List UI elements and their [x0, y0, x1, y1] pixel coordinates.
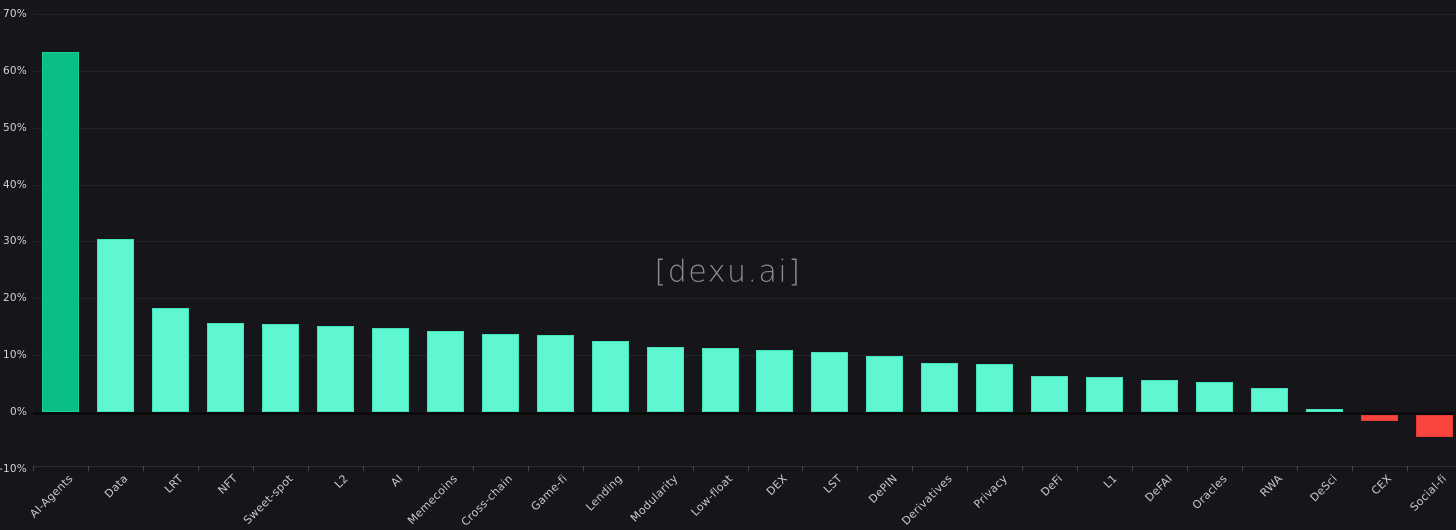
- x-axis-category-label: Privacy: [971, 472, 1011, 511]
- x-axis-tick: [967, 466, 968, 471]
- y-axis-tick-label: 50%: [3, 122, 27, 134]
- x-axis-tick: [802, 466, 803, 471]
- bar-defai[interactable]: [1141, 380, 1178, 412]
- x-axis-tick: [583, 466, 584, 471]
- x-axis-tick: [693, 466, 694, 471]
- x-axis-category-label: CEX: [1369, 472, 1395, 498]
- y-axis-tick-label: 30%: [3, 235, 27, 247]
- bar-lst[interactable]: [811, 352, 848, 412]
- x-axis-tick: [857, 466, 858, 471]
- bar-low-float[interactable]: [702, 348, 739, 412]
- x-axis-category-label: Lending: [583, 472, 626, 514]
- gridline: [33, 14, 1456, 15]
- x-axis-category-label: Low-float: [688, 472, 736, 519]
- bar-ai[interactable]: [372, 328, 409, 412]
- x-axis-tick: [363, 466, 364, 471]
- watermark: [dexu.ai]: [654, 254, 802, 290]
- bar-depin[interactable]: [866, 356, 903, 412]
- x-axis-tick: [1187, 466, 1188, 471]
- y-axis-tick-label: 10%: [3, 349, 27, 361]
- x-axis-tick: [638, 466, 639, 471]
- x-axis-tick: [308, 466, 309, 471]
- x-axis-category-label: DeFAI: [1142, 472, 1175, 505]
- x-axis-category-label: AI: [388, 472, 406, 490]
- x-axis-category-label: L1: [1101, 472, 1120, 491]
- x-axis-category-label: Cross-chain: [458, 472, 516, 529]
- x-axis-category-label: Sweet-spot: [240, 472, 296, 527]
- bar-cross-chain[interactable]: [482, 334, 519, 412]
- zero-line: [33, 412, 1456, 415]
- x-axis-category-label: Memecoins: [405, 472, 461, 528]
- bar-defi[interactable]: [1031, 376, 1068, 412]
- x-axis-tick: [1407, 466, 1408, 471]
- y-axis-tick-label: 40%: [3, 179, 27, 191]
- x-axis-tick: [143, 466, 144, 471]
- x-axis-category-label: RWA: [1257, 472, 1285, 500]
- x-axis-tick: [1132, 466, 1133, 471]
- bar-social-fi[interactable]: [1416, 415, 1453, 437]
- x-axis-category-label: DePIN: [866, 472, 901, 506]
- bar-l2[interactable]: [317, 326, 354, 412]
- bar-oracles[interactable]: [1196, 382, 1233, 412]
- y-axis-tick-label: 20%: [3, 292, 27, 304]
- bar-lending[interactable]: [592, 341, 629, 412]
- x-axis-category-label: DeSci: [1307, 472, 1340, 505]
- gridline: [33, 185, 1456, 186]
- gridline: [33, 241, 1456, 242]
- x-axis-category-label: Data: [102, 472, 131, 501]
- bar-cex[interactable]: [1361, 415, 1398, 421]
- bar-desci[interactable]: [1306, 409, 1343, 412]
- bar-game-fi[interactable]: [537, 335, 574, 412]
- gridline: [33, 71, 1456, 72]
- x-axis-tick: [253, 466, 254, 471]
- x-axis-category-label: DeFi: [1038, 472, 1065, 499]
- bar-rwa[interactable]: [1251, 388, 1288, 412]
- x-axis-category-label: NFT: [215, 472, 241, 497]
- bar-memecoins[interactable]: [427, 331, 464, 412]
- x-axis-category-label: LRT: [161, 472, 186, 496]
- bar-dex[interactable]: [756, 350, 793, 412]
- bar-nft[interactable]: [207, 323, 244, 412]
- x-axis-tick: [88, 466, 89, 471]
- bar-l1[interactable]: [1086, 377, 1123, 412]
- x-axis-tick: [1022, 466, 1023, 471]
- gridline: [33, 128, 1456, 129]
- x-axis-category-label: Game-fi: [528, 472, 571, 514]
- bar-data[interactable]: [97, 239, 134, 412]
- gridline: [33, 355, 1456, 356]
- x-axis-category-label: AI-Agents: [27, 472, 76, 521]
- x-axis-tick: [1352, 466, 1353, 471]
- x-axis-tick: [418, 466, 419, 471]
- y-axis-tick-label: -10%: [0, 463, 27, 475]
- x-axis-category-label: Derivatives: [899, 472, 956, 528]
- x-axis-tick: [1077, 466, 1078, 471]
- x-axis-tick: [1242, 466, 1243, 471]
- gridline: [33, 298, 1456, 299]
- bar-privacy[interactable]: [976, 364, 1013, 412]
- x-axis-line: [33, 466, 1456, 467]
- x-axis-tick: [912, 466, 913, 471]
- y-axis-tick-label: 70%: [3, 8, 27, 20]
- y-axis-tick-label: 60%: [3, 65, 27, 77]
- x-axis-category-label: LST: [821, 472, 846, 496]
- x-axis-tick: [33, 466, 34, 471]
- y-axis-tick-label: 0%: [9, 406, 27, 418]
- bar-ai-agents[interactable]: [42, 52, 79, 412]
- x-axis-category-label: Social-fi: [1407, 472, 1450, 514]
- x-axis-category-label: Oracles: [1189, 472, 1230, 513]
- bar-sweet-spot[interactable]: [262, 324, 299, 412]
- x-axis-tick: [1297, 466, 1298, 471]
- x-axis-tick: [198, 466, 199, 471]
- bar-lrt[interactable]: [152, 308, 189, 412]
- x-axis-tick: [748, 466, 749, 471]
- bar-derivatives[interactable]: [921, 363, 958, 412]
- x-axis-category-label: Modularity: [627, 472, 681, 525]
- x-axis-tick: [528, 466, 529, 471]
- x-axis-category-label: L2: [331, 472, 351, 491]
- x-axis-category-label: DEX: [764, 472, 791, 499]
- bar-modularity[interactable]: [647, 347, 684, 412]
- x-axis-tick: [473, 466, 474, 471]
